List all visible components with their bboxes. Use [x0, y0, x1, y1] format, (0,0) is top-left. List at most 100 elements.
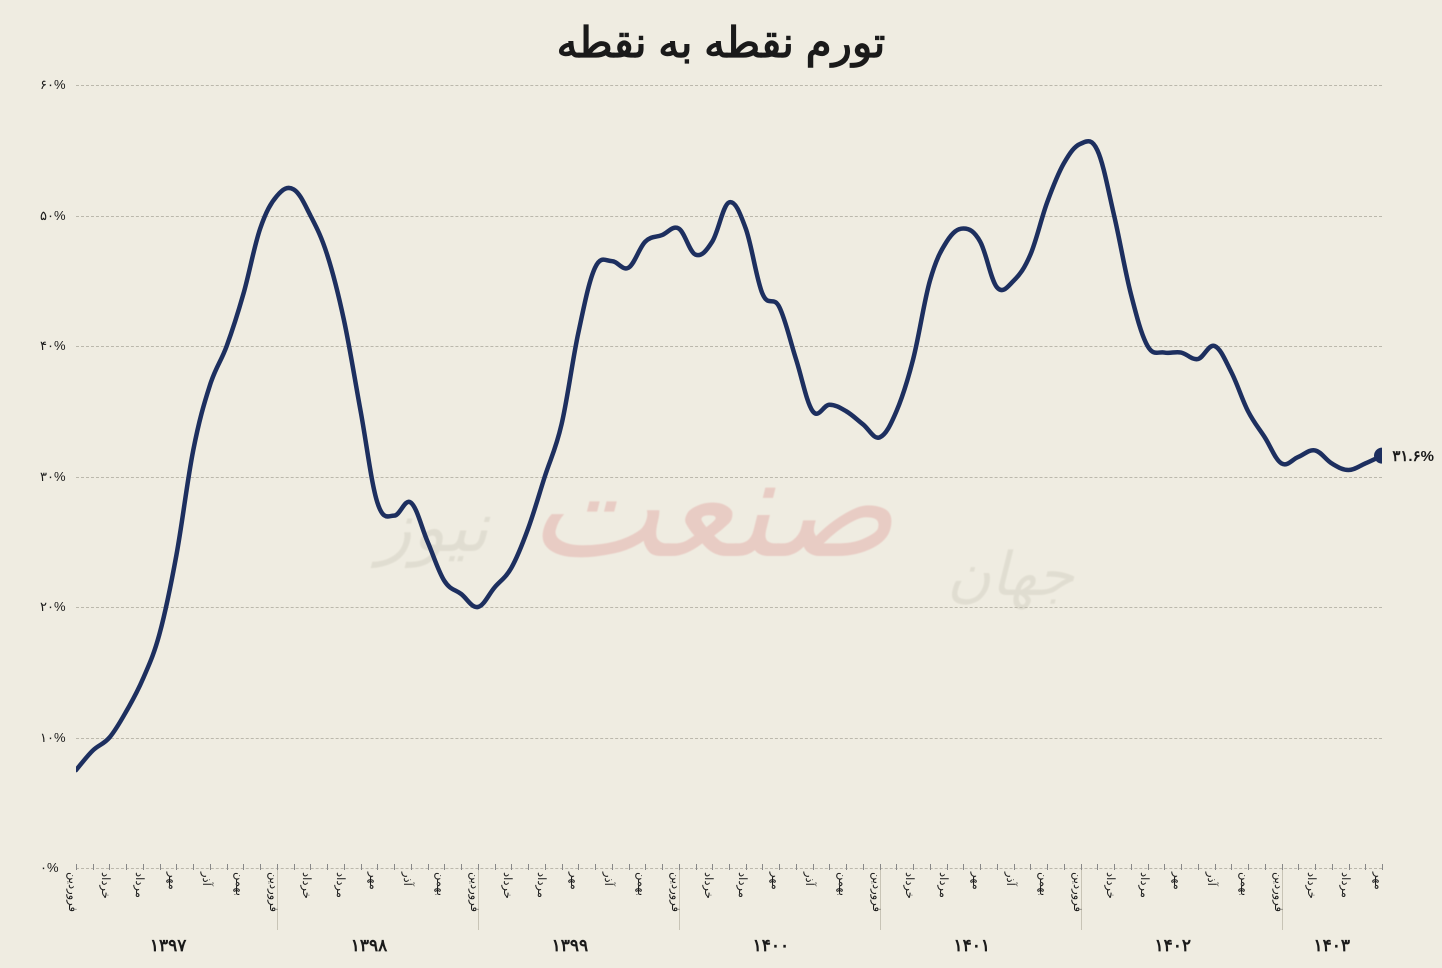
x-year-label: ۱۴۰۲ [1154, 936, 1191, 956]
x-tick [696, 864, 697, 870]
x-tick [143, 864, 144, 870]
x-tick [629, 864, 630, 870]
x-tick [612, 864, 613, 870]
x-tick [1231, 864, 1232, 870]
x-tick [846, 864, 847, 870]
x-month-label: فروردین [267, 872, 281, 912]
x-tick [210, 864, 211, 870]
x-tick [193, 864, 194, 870]
x-tick [495, 864, 496, 870]
x-month-label: خرداد [99, 872, 113, 899]
x-tick [1164, 864, 1165, 870]
x-month-label: آذر [200, 872, 214, 886]
x-tick [729, 864, 730, 870]
x-month-label: مرداد [133, 872, 147, 898]
x-tick [1064, 864, 1065, 870]
x-month-label: مهر [1372, 872, 1386, 890]
chart-area: ۰%۱۰%۲۰%۳۰%۴۰%۵۰%۶۰% نیوز صنعت جهان ۳۱.۶… [40, 85, 1382, 868]
x-month-label: بهمن [233, 872, 247, 896]
x-tick [126, 864, 127, 870]
x-month-label: مهر [1171, 872, 1185, 890]
x-tick [294, 864, 295, 870]
x-tick [930, 864, 931, 870]
x-tick [1365, 864, 1366, 870]
x-tick [1198, 864, 1199, 870]
x-tick [444, 864, 445, 870]
x-tick [361, 864, 362, 870]
y-tick-label: ۳۰% [40, 469, 66, 485]
x-tick [913, 864, 914, 870]
x-tick [260, 864, 261, 870]
x-month-label: بهمن [1238, 872, 1252, 896]
x-month-label: مرداد [937, 872, 951, 898]
x-tick [1282, 864, 1283, 870]
x-tick [1248, 864, 1249, 870]
x-year-label: ۱۴۰۳ [1314, 936, 1351, 956]
x-month-label: بهمن [635, 872, 649, 896]
x-tick [1114, 864, 1115, 870]
x-month-label: بهمن [836, 872, 850, 896]
x-tick [394, 864, 395, 870]
x-tick [377, 864, 378, 870]
x-tick [528, 864, 529, 870]
x-tick [980, 864, 981, 870]
x-tick [327, 864, 328, 870]
x-month-label: فروردین [1272, 872, 1286, 912]
x-tick [511, 864, 512, 870]
x-tick [1131, 864, 1132, 870]
x-tick [176, 864, 177, 870]
x-tick [93, 864, 94, 870]
x-tick [662, 864, 663, 870]
x-tick [1382, 864, 1383, 870]
x-tick [461, 864, 462, 870]
x-tick [863, 864, 864, 870]
x-tick [1298, 864, 1299, 870]
x-tick [1097, 864, 1098, 870]
x-tick [578, 864, 579, 870]
x-month-label: مهر [970, 872, 984, 890]
x-tick [243, 864, 244, 870]
x-month-label: خرداد [702, 872, 716, 899]
x-month-label: مرداد [1138, 872, 1152, 898]
x-tick [428, 864, 429, 870]
x-year-label: ۱۳۹۷ [150, 936, 187, 956]
x-tick [160, 864, 161, 870]
x-tick [227, 864, 228, 870]
x-month-label: مرداد [1339, 872, 1353, 898]
x-tick [813, 864, 814, 870]
x-tick [679, 864, 680, 870]
end-value-label: ۳۱.۶% [1392, 447, 1434, 465]
chart-title: تورم نقطه به نقطه [0, 0, 1442, 67]
x-month-label: خرداد [300, 872, 314, 899]
x-month-label: مهر [367, 872, 381, 890]
x-tick [1081, 864, 1082, 870]
x-month-label: مهر [166, 872, 180, 890]
x-tick [277, 864, 278, 870]
x-month-label: فروردین [870, 872, 884, 912]
x-month-label: آذر [1205, 872, 1219, 886]
x-tick [762, 864, 763, 870]
x-tick [712, 864, 713, 870]
x-month-label: آذر [1004, 872, 1018, 886]
y-tick-label: ۰% [40, 860, 59, 876]
x-tick [645, 864, 646, 870]
x-month-label: مهر [769, 872, 783, 890]
x-year-label: ۱۳۹۸ [351, 936, 388, 956]
x-tick [545, 864, 546, 870]
x-tick [1181, 864, 1182, 870]
x-month-label: آذر [401, 872, 415, 886]
y-axis: ۰%۱۰%۲۰%۳۰%۴۰%۵۰%۶۰% [40, 85, 76, 868]
x-month-label: فروردین [1071, 872, 1085, 912]
x-tick [1265, 864, 1266, 870]
x-month-label: مرداد [736, 872, 750, 898]
x-month-label: مرداد [535, 872, 549, 898]
x-year-label: ۱۳۹۹ [552, 936, 589, 956]
y-tick-label: ۶۰% [40, 77, 66, 93]
x-month-label: مهر [568, 872, 582, 890]
x-tick [310, 864, 311, 870]
x-tick [997, 864, 998, 870]
x-tick [1215, 864, 1216, 870]
x-tick [344, 864, 345, 870]
x-tick [796, 864, 797, 870]
x-month-label: بهمن [434, 872, 448, 896]
